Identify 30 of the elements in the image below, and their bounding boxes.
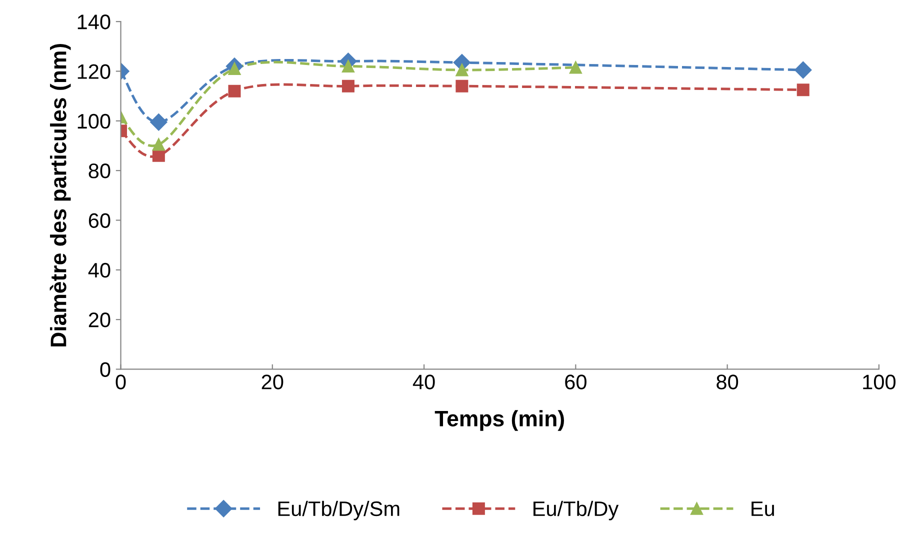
x-tick-label: 20	[262, 374, 284, 390]
y-axis-title: Diamètre des particules (nm)	[50, 44, 71, 346]
y-tick-label: 40	[88, 262, 110, 278]
x-tick-label: 0	[116, 374, 126, 390]
legend-label: Eu	[752, 502, 774, 516]
x-tick-label: 60	[565, 374, 586, 390]
point	[152, 138, 165, 151]
y-tick-label: 20	[88, 312, 110, 328]
point	[342, 80, 354, 92]
point	[796, 84, 810, 96]
legend-label: Eu/Tb/Dy/Sm	[278, 500, 400, 520]
y-tick-label: 80	[88, 164, 110, 178]
legend-label: Eu/Tb/Dy	[534, 500, 619, 520]
point	[228, 84, 241, 98]
point	[456, 80, 468, 92]
y-tick-label: 0	[100, 362, 110, 377]
point	[794, 61, 812, 79]
point	[456, 64, 468, 76]
y-tick-label: 100	[78, 114, 110, 129]
x-tick-label: 100	[863, 374, 896, 390]
y-tick-label: 120	[78, 64, 110, 79]
x-tick-label: 80	[716, 374, 738, 390]
point	[152, 149, 165, 162]
point	[150, 114, 168, 131]
x-tick-label: 40	[412, 374, 435, 390]
x-axis-title: Temps (min)	[434, 410, 564, 431]
point	[342, 60, 354, 73]
point	[569, 61, 582, 74]
y-tick-label: 60	[88, 213, 110, 228]
y-tick-label: 140	[78, 14, 110, 30]
